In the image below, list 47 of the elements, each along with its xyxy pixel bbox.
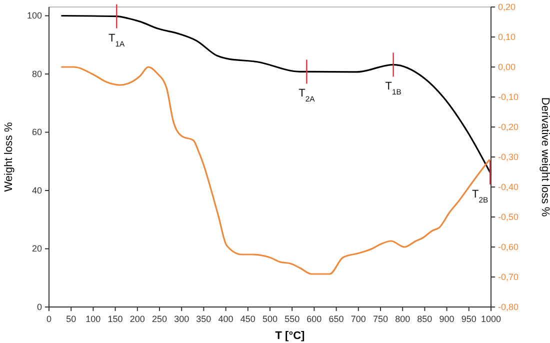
x-tick-label: 300 (174, 314, 190, 324)
line-series (61, 66, 490, 275)
y2-tick-label: -0,70 (498, 272, 519, 282)
y2-tick-label: -0,10 (498, 92, 519, 102)
x-tick-label: 250 (152, 314, 168, 324)
y2-tick-label: -0,80 (498, 302, 519, 312)
y-tick-label: 20 (32, 244, 42, 254)
x-tick-label: 650 (328, 314, 344, 324)
x-tick-label: 950 (461, 314, 476, 324)
y2-tick-label: -0,60 (498, 242, 519, 252)
line-series (61, 14, 491, 174)
y2-tick-label: -0,20 (498, 122, 519, 132)
annotation: T$_{1B}$ (385, 80, 402, 96)
y-tick-label: 100 (26, 10, 42, 21)
annotation: T$_{2A}$ (298, 88, 316, 104)
y2-axis-title: Derivative weight loss % (539, 97, 550, 217)
x-tick-label: 0 (46, 314, 52, 324)
x-tick-label: 200 (130, 314, 145, 324)
y-tick-label: 60 (32, 127, 42, 138)
y-tick-label: 40 (32, 185, 42, 196)
y-axis-title: Weight loss % (3, 122, 15, 192)
x-tick-label: 850 (417, 314, 432, 324)
y-tick-label: 0 (36, 302, 42, 312)
annotation: T$_{2B}$ (472, 188, 488, 204)
x-tick-label: 150 (108, 314, 123, 324)
x-tick-label: 500 (262, 314, 278, 324)
y2-tick-label: 0,10 (498, 32, 516, 42)
x-tick-label: 900 (439, 314, 454, 324)
x-tick-label: 350 (196, 314, 212, 324)
x-tick-label: 400 (218, 314, 234, 324)
x-tick-label: 700 (350, 314, 366, 324)
x-tick-label: 100 (86, 314, 101, 324)
y2-tick-label: 0,20 (498, 2, 516, 12)
y2-tick-label: 0,00 (498, 62, 516, 72)
x-tick-label: 450 (240, 314, 256, 324)
y-tick-label: 80 (32, 68, 42, 79)
x-tick-label: 800 (395, 314, 410, 324)
x-axis-title: T [°C] (275, 330, 306, 342)
y2-tick-label: -0,30 (498, 152, 519, 162)
annotation: T$_{1A}$ (108, 32, 126, 48)
x-tick-label: 1000 (480, 314, 502, 324)
x-tick-label: 600 (306, 314, 322, 324)
x-tick-label: 750 (372, 314, 388, 324)
y2-tick-label: -0,40 (498, 182, 519, 192)
y2-tick-label: -0,50 (498, 212, 519, 222)
x-tick-label: 550 (284, 314, 300, 324)
x-tick-label: 50 (66, 314, 76, 324)
